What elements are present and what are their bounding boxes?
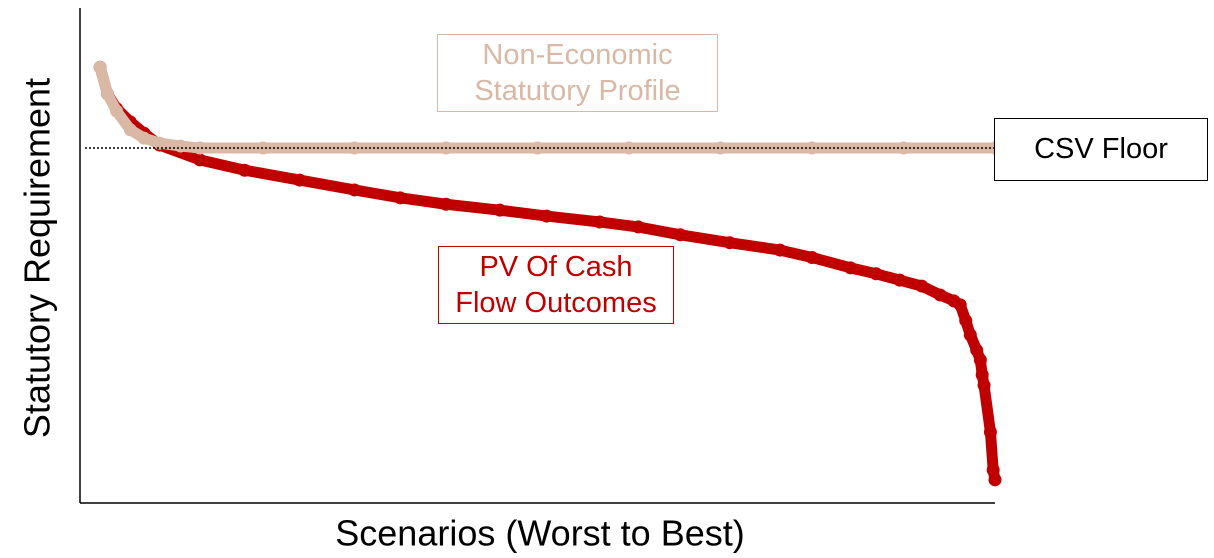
- point: [975, 368, 989, 382]
- point: [897, 141, 910, 155]
- point: [986, 463, 1000, 477]
- point: [238, 163, 252, 177]
- y-axis-label: Statutory Requirement: [17, 78, 58, 438]
- point: [439, 197, 453, 211]
- point: [100, 87, 114, 101]
- point: [540, 209, 554, 223]
- point: [983, 425, 997, 439]
- point: [963, 328, 977, 342]
- point: [293, 173, 307, 187]
- point: [973, 353, 987, 367]
- point: [110, 104, 124, 118]
- point: [193, 141, 207, 155]
- point: [593, 215, 607, 229]
- point: [805, 250, 819, 264]
- point: [773, 243, 787, 257]
- series-label: PV Of Cash Flow Outcomes: [438, 246, 674, 324]
- point: [123, 123, 137, 137]
- point: [174, 139, 188, 153]
- point: [723, 236, 737, 250]
- point: [988, 473, 1002, 487]
- point: [843, 261, 857, 275]
- point: [673, 228, 687, 242]
- point: [805, 141, 819, 155]
- point: [93, 60, 107, 74]
- point: [970, 343, 984, 357]
- point: [193, 153, 207, 167]
- point: [348, 183, 361, 197]
- series-label: Non-Economic Statutory Profile: [437, 34, 718, 112]
- point: [933, 288, 947, 302]
- point: [631, 220, 645, 234]
- point: [714, 141, 727, 155]
- reference-label: CSV Floor: [994, 118, 1208, 181]
- point: [915, 279, 929, 293]
- point: [869, 267, 883, 281]
- point: [959, 314, 973, 328]
- point: [893, 273, 907, 287]
- point: [137, 131, 151, 145]
- x-axis-label: Scenarios (Worst to Best): [335, 513, 744, 554]
- point: [493, 203, 507, 217]
- point: [977, 378, 991, 392]
- point: [153, 136, 167, 150]
- point: [393, 191, 407, 205]
- point: [953, 298, 967, 312]
